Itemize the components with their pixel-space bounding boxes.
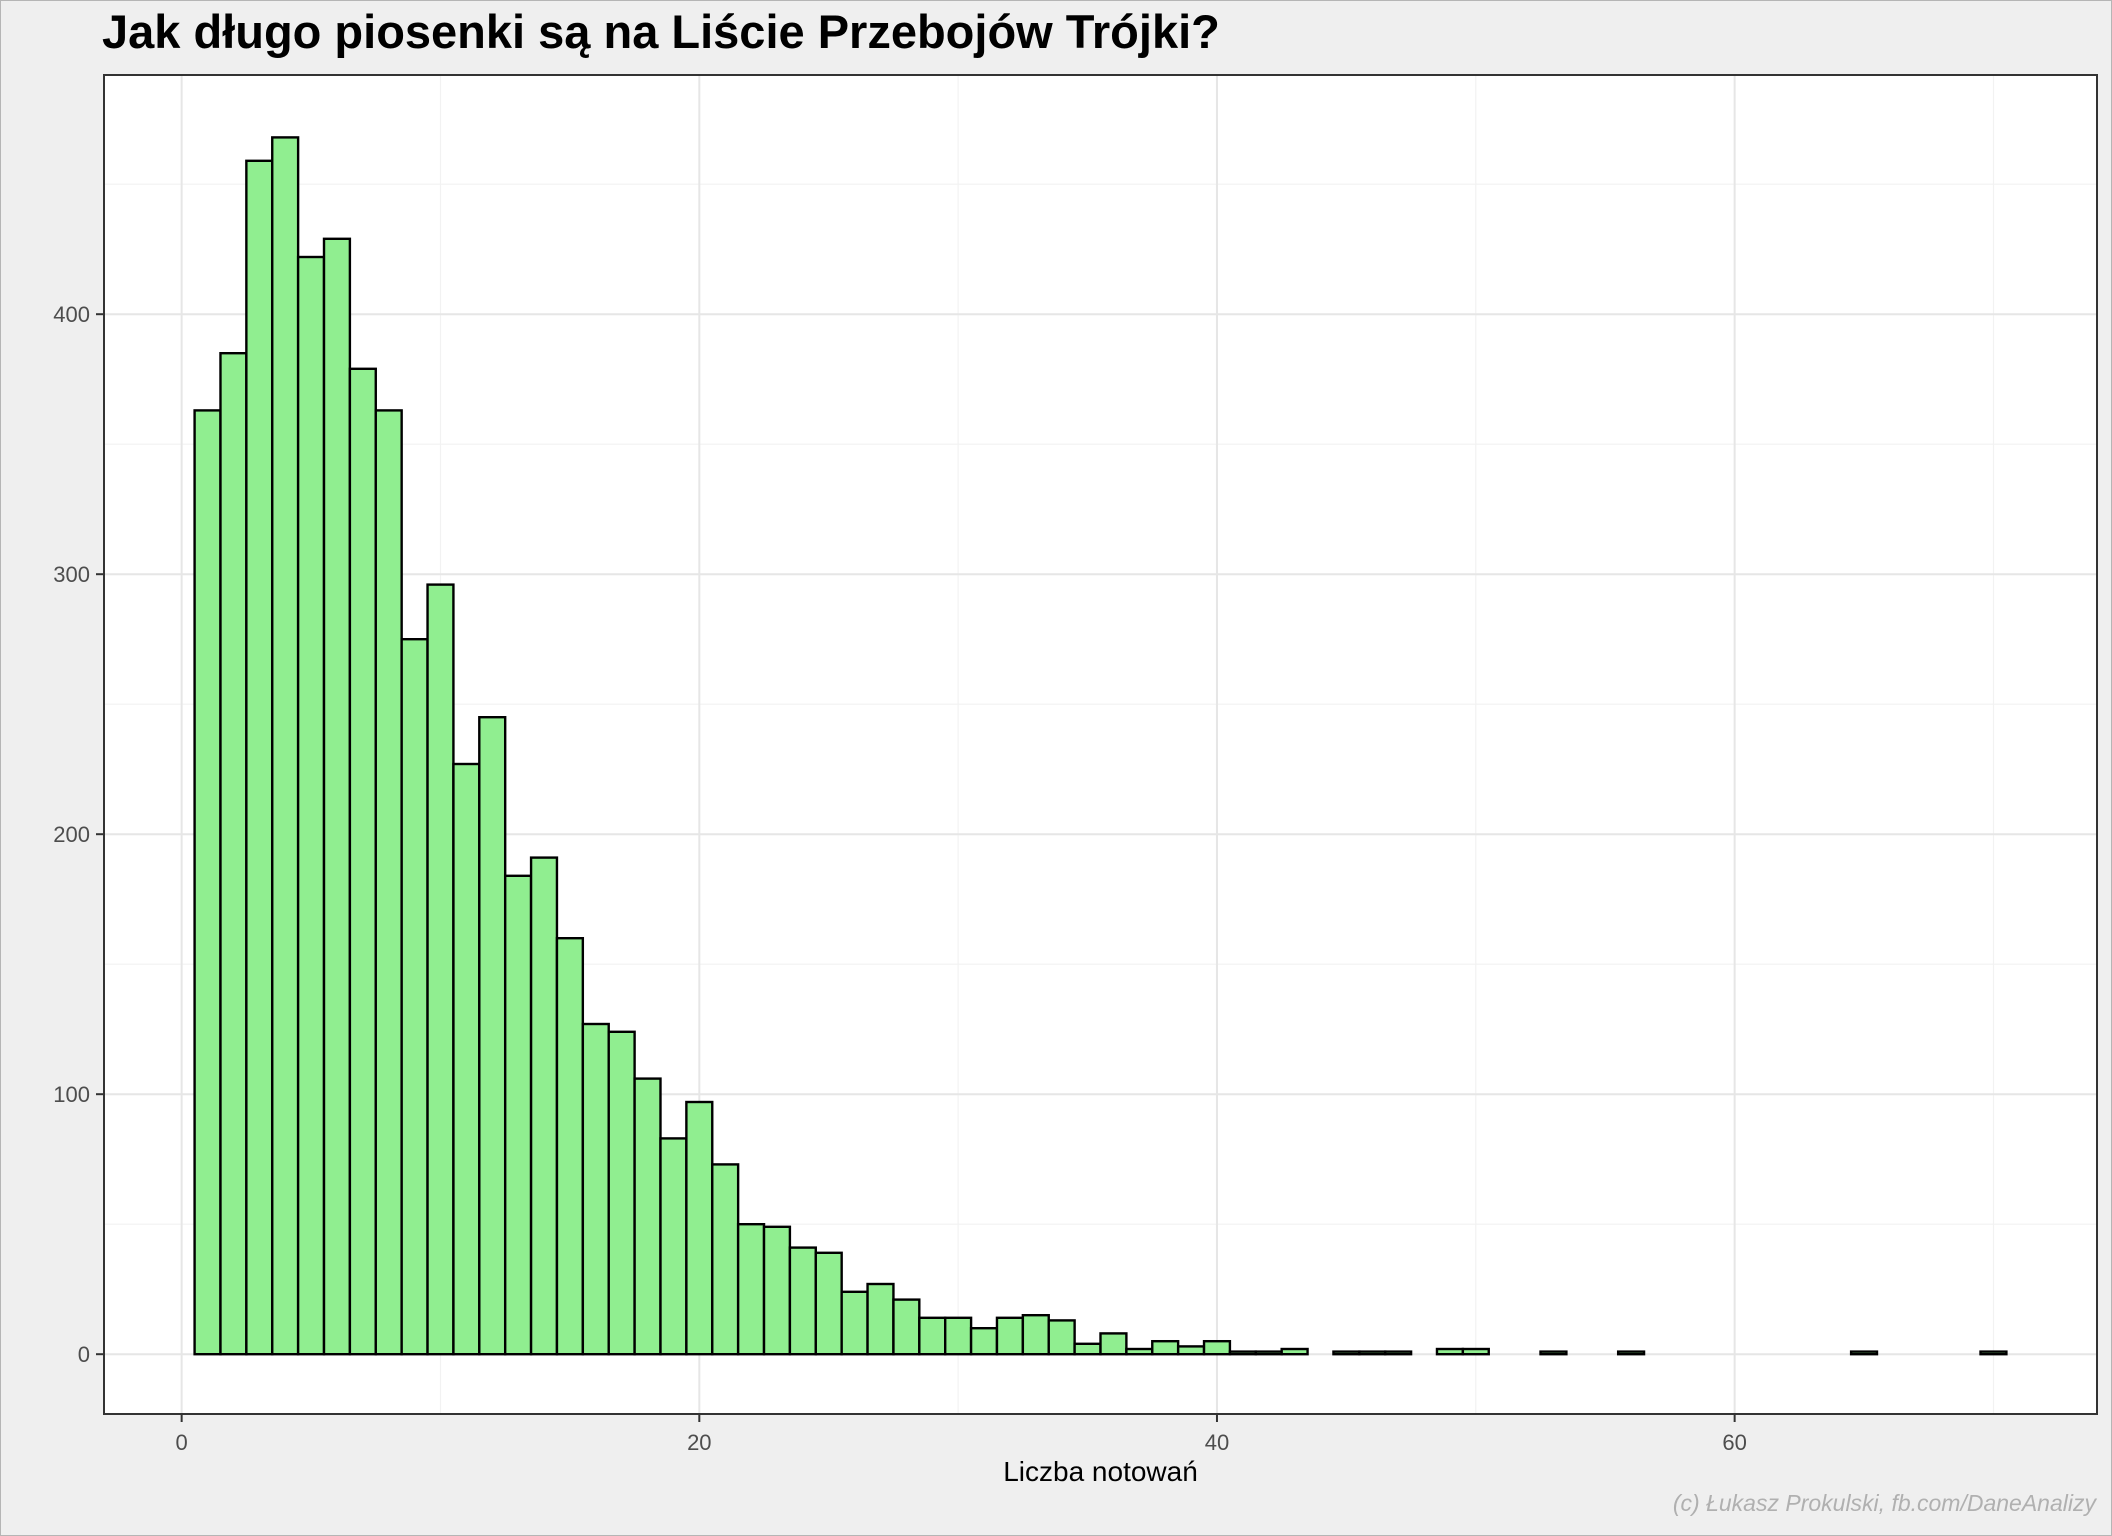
histogram-bar bbox=[555, 937, 585, 1356]
histogram-bar bbox=[245, 159, 274, 1356]
histogram-bar bbox=[607, 1030, 636, 1356]
histogram-bar bbox=[452, 762, 481, 1356]
histogram-bar bbox=[1021, 1313, 1050, 1356]
histogram-bar bbox=[1979, 1350, 2008, 1356]
histogram-bar bbox=[1849, 1350, 1879, 1356]
histogram-bar bbox=[762, 1225, 792, 1356]
histogram-bar bbox=[1176, 1345, 1206, 1356]
x-tick-label: 0 bbox=[176, 1430, 188, 1455]
histogram-bar bbox=[892, 1298, 921, 1356]
histogram-bar bbox=[969, 1326, 999, 1356]
histogram-bar bbox=[1202, 1339, 1232, 1356]
plot-border bbox=[103, 74, 2098, 1415]
histogram-bar bbox=[529, 856, 559, 1356]
histogram-bar bbox=[1332, 1350, 1361, 1356]
histogram-bar bbox=[814, 1251, 843, 1356]
x-tick-label: 60 bbox=[1722, 1430, 1746, 1455]
histogram-bar bbox=[1539, 1350, 1568, 1356]
histogram-bar bbox=[866, 1282, 895, 1356]
histogram-bar bbox=[219, 352, 248, 1356]
histogram-bars bbox=[193, 136, 2008, 1356]
histogram-bar bbox=[1280, 1347, 1309, 1356]
histogram-bar bbox=[1384, 1350, 1413, 1356]
histogram-bar bbox=[995, 1316, 1025, 1356]
histogram-bar bbox=[581, 1022, 610, 1356]
histogram-bar bbox=[1151, 1339, 1180, 1356]
histogram-bar bbox=[736, 1222, 766, 1356]
histogram-bar bbox=[400, 638, 429, 1356]
histogram-bar bbox=[711, 1163, 740, 1356]
axis-ticks: 0 20 40 60 0 100 200 300 400 bbox=[53, 302, 1747, 1455]
histogram-bar bbox=[478, 716, 507, 1356]
x-tick-label: 20 bbox=[687, 1430, 711, 1455]
histogram-bar bbox=[296, 255, 326, 1356]
histogram-bar bbox=[322, 237, 352, 1356]
histogram-bar bbox=[193, 409, 222, 1356]
histogram-bar bbox=[1099, 1332, 1128, 1356]
y-tick-label: 400 bbox=[53, 302, 90, 327]
histogram-bar bbox=[633, 1077, 662, 1356]
histogram-bar bbox=[918, 1316, 947, 1356]
histogram-bar bbox=[271, 136, 300, 1356]
histogram-bar bbox=[374, 409, 403, 1356]
y-tick-label: 300 bbox=[53, 562, 90, 587]
histogram-bar bbox=[659, 1137, 688, 1356]
histogram-bar bbox=[944, 1316, 973, 1356]
histogram-bar bbox=[1125, 1347, 1154, 1356]
histogram-bar bbox=[1358, 1350, 1387, 1356]
histogram-bar bbox=[1254, 1350, 1283, 1356]
histogram-bar bbox=[685, 1100, 714, 1356]
y-tick-label: 100 bbox=[53, 1082, 90, 1107]
histogram-bar bbox=[348, 367, 377, 1356]
histogram-bar bbox=[1461, 1347, 1490, 1356]
chart-title: Jak długo piosenki są na Liście Przebojó… bbox=[102, 5, 1220, 58]
x-tick-label: 40 bbox=[1205, 1430, 1229, 1455]
histogram-bar bbox=[426, 583, 455, 1356]
histogram-bar bbox=[840, 1290, 869, 1356]
y-tick-label: 0 bbox=[78, 1342, 90, 1367]
histogram-bar bbox=[1228, 1350, 1257, 1356]
histogram-bar bbox=[1047, 1319, 1076, 1356]
chart-caption: (c) Łukasz Prokulski, fb.com/DaneAnalizy bbox=[1672, 1490, 2096, 1516]
histogram-bar bbox=[503, 874, 533, 1356]
x-axis-title: Liczba notowań bbox=[1003, 1456, 1198, 1487]
histogram-bar bbox=[1073, 1342, 1102, 1356]
y-tick-label: 200 bbox=[53, 822, 90, 847]
histogram-bar bbox=[1435, 1347, 1465, 1356]
histogram-bar bbox=[788, 1246, 817, 1356]
histogram-bar bbox=[1616, 1350, 1646, 1356]
